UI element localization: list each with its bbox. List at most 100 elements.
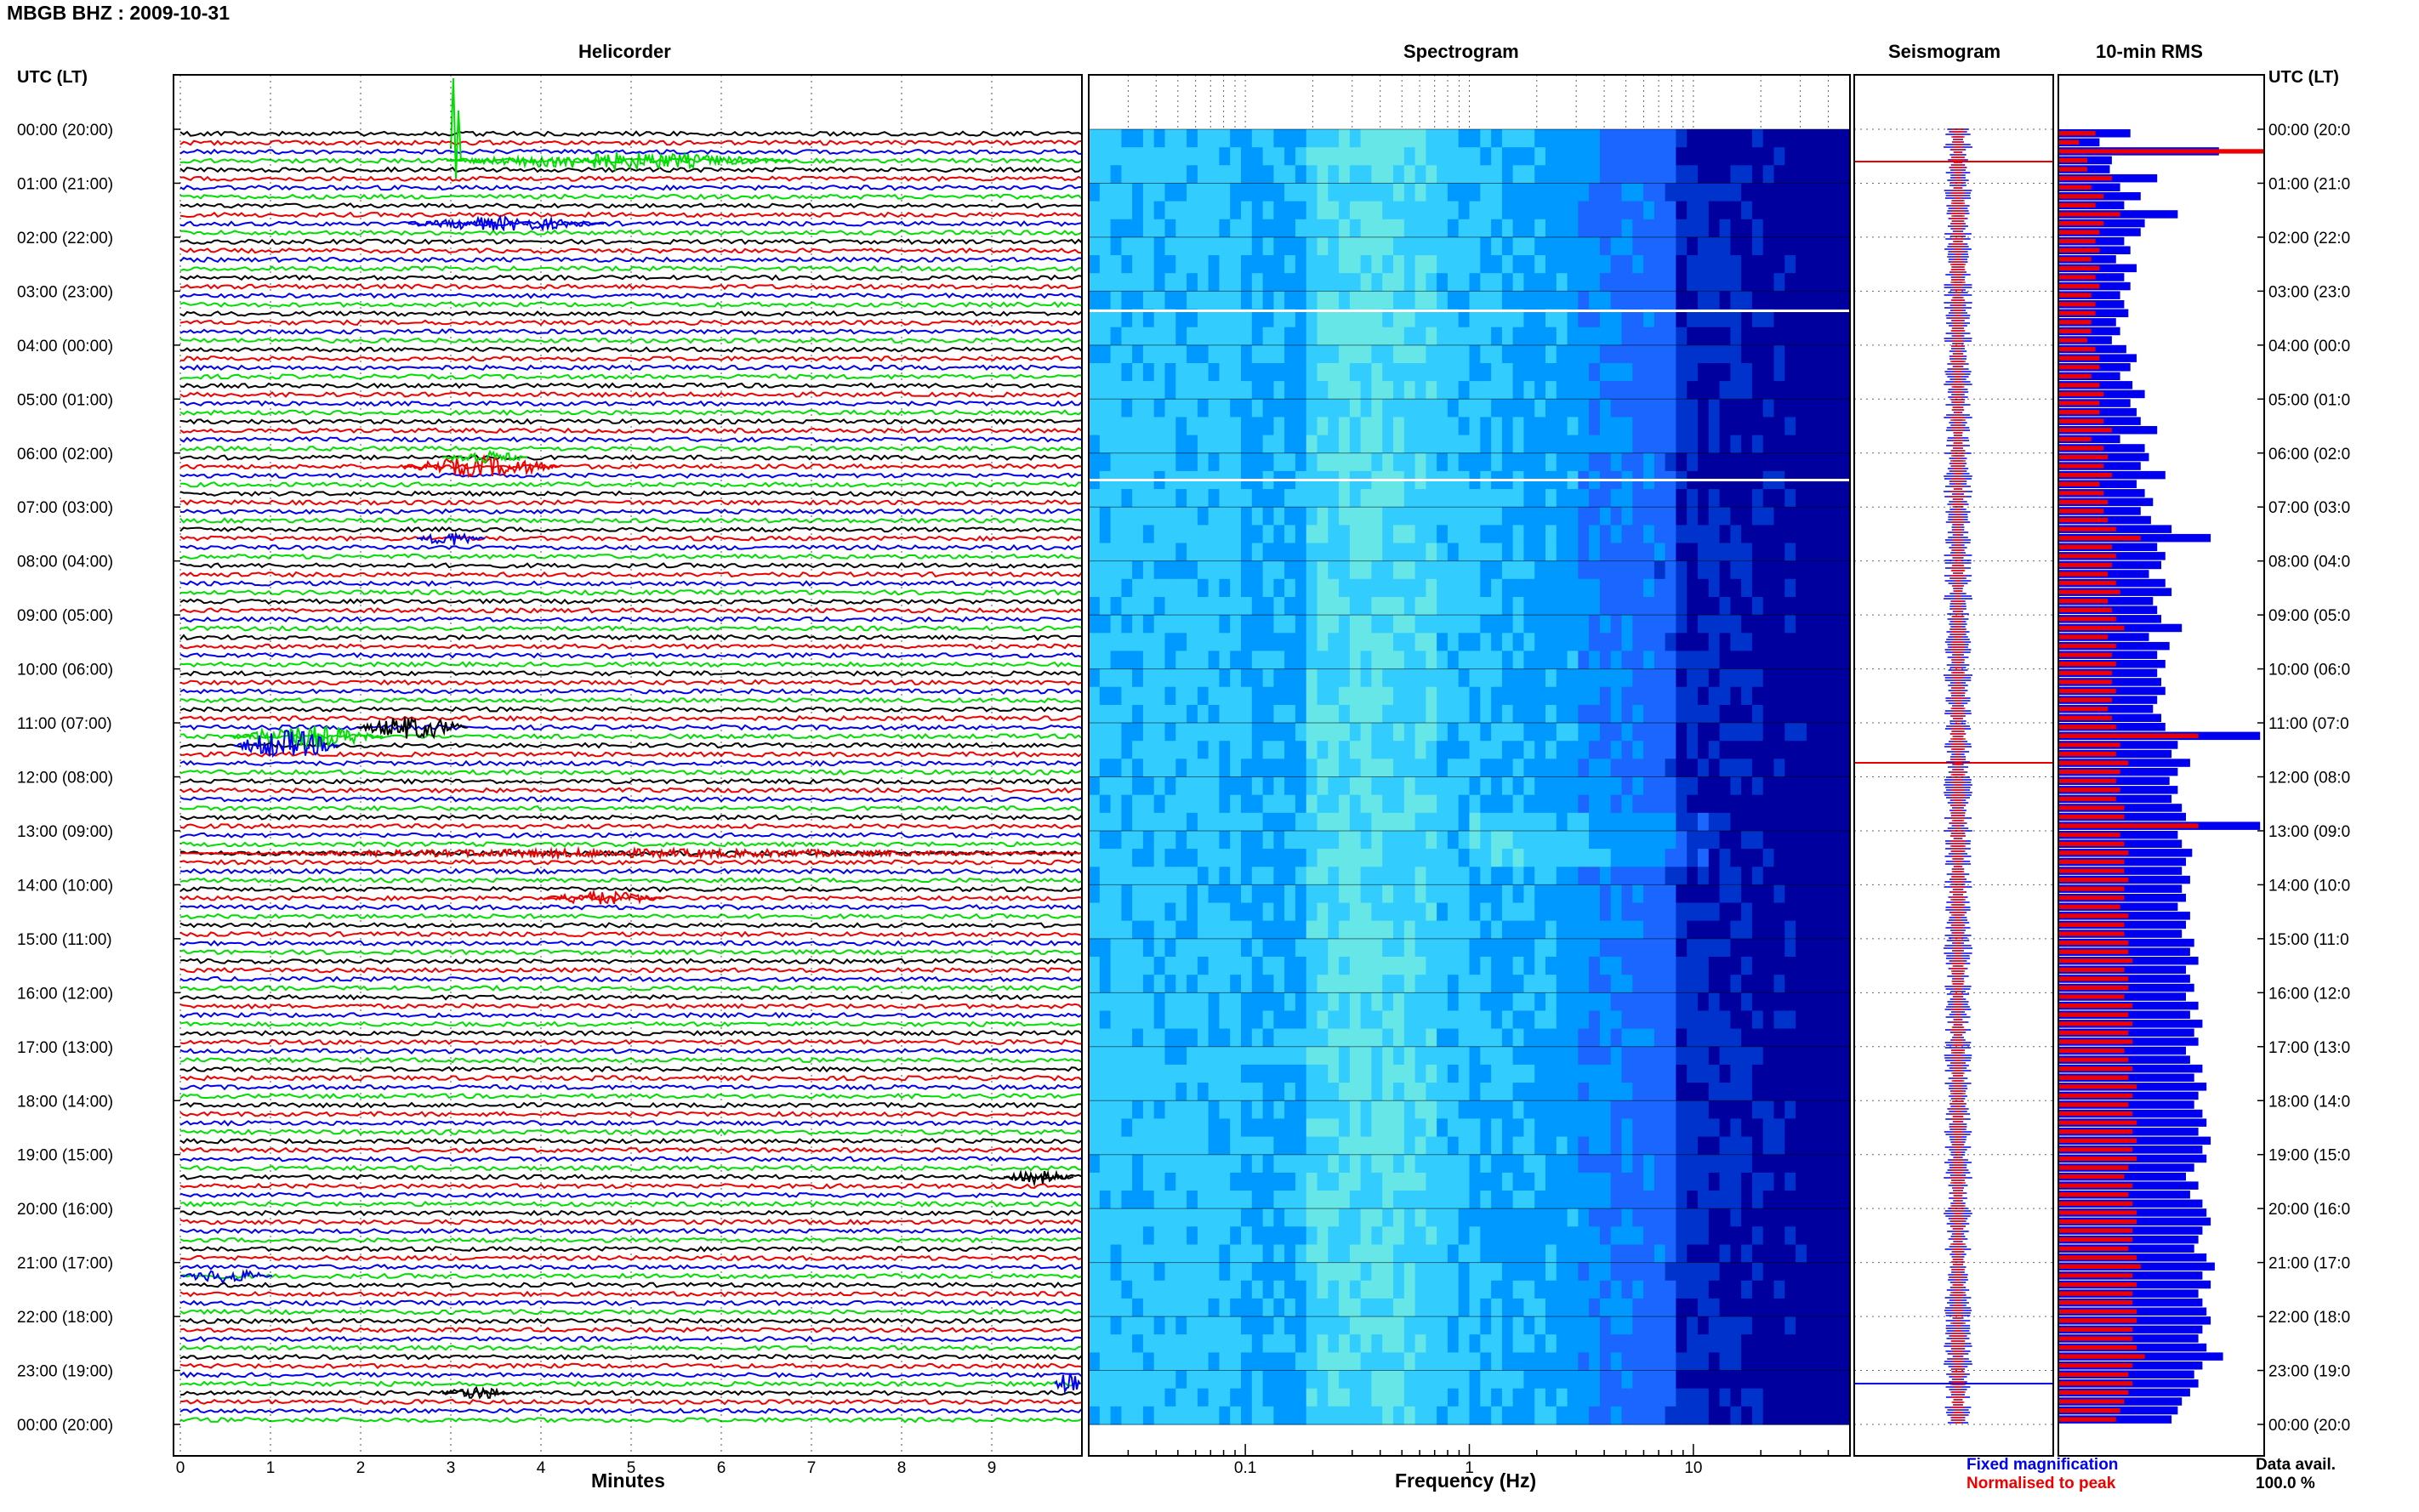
rms-bar-normalised	[2058, 751, 2116, 757]
helicorder-event	[441, 449, 528, 464]
helicorder-trace	[179, 301, 1083, 309]
rms-bar-normalised	[2058, 1318, 2137, 1323]
helicorder-event	[179, 1268, 273, 1285]
spectrogram-gap	[1089, 310, 1850, 312]
frequency-tick-label: 10	[1684, 1459, 1702, 1477]
rms-bar-normalised	[2058, 265, 2100, 271]
rms-bar-normalised	[2058, 1237, 2133, 1242]
minutes-tick-label: 9	[988, 1459, 997, 1477]
left-time-label: 00:00 (20:00)	[17, 1417, 113, 1435]
rms-bar-normalised	[2058, 1066, 2133, 1071]
rms-bar-normalised	[2058, 1084, 2137, 1089]
helicorder-trace	[179, 139, 1083, 146]
rms-bar-normalised	[2058, 220, 2104, 226]
left-time-label: 20:00 (16:00)	[17, 1201, 113, 1219]
helicorder-trace	[179, 319, 1083, 327]
helicorder-trace	[179, 1219, 1083, 1225]
rms-bar-normalised	[2058, 1273, 2133, 1278]
rms-bar-normalised	[2058, 275, 2096, 280]
helicorder-trace	[179, 958, 1083, 965]
rms-bar-normalised	[2058, 491, 2104, 496]
rms-bar-normalised	[2058, 787, 2120, 793]
panel-frame	[1853, 74, 2054, 1457]
right-time-label: 11:00 (07:0	[2268, 715, 2349, 733]
rms-bar-normalised	[2058, 167, 2087, 172]
left-time-label: 08:00 (04:00)	[17, 554, 113, 571]
helicorder-trace	[179, 184, 1083, 191]
helicorder-trace	[179, 877, 1083, 884]
right-time-label: 20:00 (16:0	[2268, 1201, 2350, 1219]
rms-bar-normalised	[2058, 859, 2125, 865]
rms-bar-normalised	[2058, 1219, 2137, 1225]
rms-bar-normalised	[2058, 1165, 2129, 1170]
helicorder-trace	[179, 1407, 1083, 1415]
rms-bar-normalised	[2058, 625, 2125, 631]
minutes-tick-label: 5	[627, 1459, 636, 1477]
helicorder-trace	[179, 1048, 1083, 1055]
left-time-label: 11:00 (07:00)	[17, 715, 112, 733]
left-time-label: 21:00 (17:00)	[17, 1255, 113, 1273]
helicorder-trace	[179, 814, 1083, 821]
helicorder-trace	[180, 229, 1083, 236]
rms-bar-normalised	[2058, 994, 2125, 999]
right-time-label: 21:00 (17:0	[2268, 1255, 2350, 1273]
rms-bar-normalised	[2058, 355, 2100, 361]
left-time-label: 17:00 (13:00)	[17, 1039, 113, 1057]
rms-bar-normalised	[2058, 1210, 2137, 1215]
left-time-label: 16:00 (12:00)	[17, 985, 113, 1003]
helicorder-event	[356, 716, 469, 740]
helicorder-trace	[179, 832, 1083, 838]
rms-bar-normalised	[2058, 230, 2100, 235]
rms-bar-normalised	[2058, 139, 2080, 145]
right-time-label: 01:00 (21:0	[2268, 175, 2350, 193]
rms-bar-normalised	[2058, 1246, 2129, 1251]
rms-bar-normalised	[2058, 373, 2092, 378]
rms-bar-normalised	[2058, 652, 2112, 657]
rms-bar-normalised	[2058, 481, 2100, 486]
helicorder-trace	[179, 859, 1083, 866]
rms-bar-normalised	[2058, 823, 2199, 828]
rms-bar-normalised	[2058, 1174, 2125, 1179]
rms-bar-normalised	[2058, 904, 2120, 909]
helicorder-event	[180, 845, 1082, 861]
minutes-tick-label: 6	[717, 1459, 726, 1477]
helicorder-trace	[179, 967, 1083, 974]
rms-bar-normalised	[2058, 338, 2087, 343]
rms-bar-normalised	[2058, 985, 2129, 991]
rms-bar-normalised	[2058, 1192, 2129, 1197]
left-time-label: 15:00 (11:00)	[17, 931, 112, 949]
helicorder-trace	[179, 885, 1083, 893]
helicorder-trace	[179, 409, 1083, 417]
rms-bar-normalised	[2058, 778, 2116, 783]
minutes-tick-label: 4	[537, 1459, 546, 1477]
data-avail-label: Data avail.	[2256, 1456, 2336, 1474]
helicorder-trace	[179, 1398, 1083, 1406]
rms-bar-normalised	[2058, 607, 2112, 612]
right-time-label: 16:00 (12:0	[2268, 985, 2350, 1003]
right-time-label: 02:00 (22:0	[2268, 230, 2350, 247]
rms-bar-normalised	[2058, 320, 2092, 325]
rms-bar-normalised	[2058, 149, 2264, 154]
x-axis-label-minutes: Minutes	[591, 1469, 665, 1492]
rms-bar-normalised	[2058, 446, 2104, 451]
left-time-label: 14:00 (10:00)	[17, 877, 113, 895]
rms-bar-normalised	[2058, 1363, 2133, 1368]
rms-bar-normalised	[2058, 1282, 2137, 1287]
rms-bar-normalised	[2058, 1003, 2133, 1009]
rms-bar-normalised	[2058, 670, 2112, 675]
helicorder-trace	[179, 1128, 1083, 1136]
helicorder-trace	[179, 769, 1083, 776]
helicorder-trace	[179, 543, 1083, 551]
left-time-label: 02:00 (22:00)	[17, 230, 113, 247]
right-time-label: 00:00 (20:0	[2268, 1417, 2350, 1435]
right-time-label: 00:00 (20:0	[2268, 122, 2350, 139]
rms-bar-normalised	[2058, 760, 2129, 765]
rms-bar-normalised	[2058, 1300, 2133, 1305]
rms-bar-normalised	[2058, 1390, 2129, 1395]
helicorder-trace	[179, 1038, 1083, 1046]
left-time-label: 01:00 (21:00)	[17, 175, 113, 193]
rms-title: 10-min RMS	[2096, 41, 2203, 62]
rms-panel	[2058, 129, 2264, 1424]
helicorder-trace	[179, 688, 1083, 695]
rms-bar-normalised	[2058, 1075, 2129, 1080]
